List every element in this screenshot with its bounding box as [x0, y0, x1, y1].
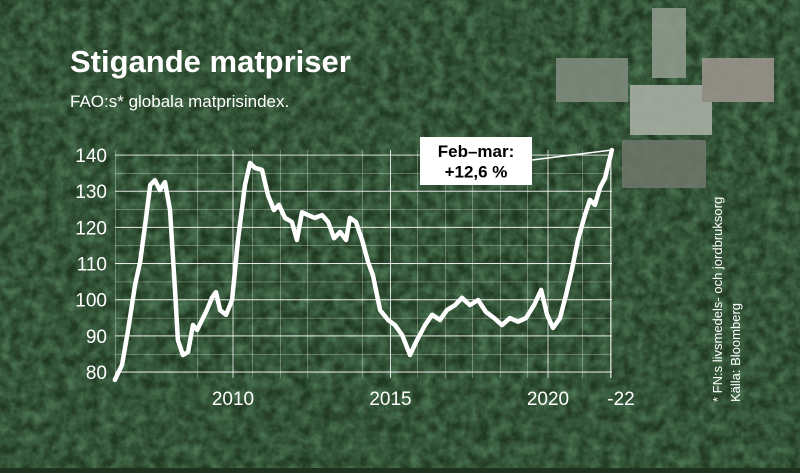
y-tick-label: 80	[86, 363, 107, 384]
y-tick-label: 120	[75, 218, 107, 239]
y-tick-label: 140	[75, 146, 107, 167]
annotation-text: Feb–mar: +12,6 %	[438, 142, 515, 181]
chart-title: Stigande matpriser	[70, 44, 351, 79]
x-tick-label: 2010	[212, 389, 254, 410]
x-tick-label: 2015	[369, 389, 411, 410]
data-line	[112, 147, 615, 383]
tractor	[556, 8, 774, 188]
chart-subtitle: FAO:s* globala matprisindex.	[70, 92, 289, 111]
x-tick-label: 2020	[527, 389, 569, 410]
source: Källa: Bloomberg	[728, 303, 743, 402]
source-note: * FN:s livsmedels- och jordbruksorg	[710, 197, 725, 402]
annotation-pointer	[531, 149, 613, 161]
y-tick-label: 130	[75, 182, 107, 203]
source-block: * FN:s livsmedels- och jordbruksorg Käll…	[710, 197, 743, 402]
y-tick-label: 90	[86, 327, 107, 348]
y-tick-label: 100	[75, 291, 107, 312]
annotation: Feb–mar: +12,6 %	[420, 137, 532, 185]
y-tick-label: 110	[77, 255, 107, 276]
grid-pattern	[115, 150, 612, 378]
x-tick-label: -22	[607, 389, 634, 410]
